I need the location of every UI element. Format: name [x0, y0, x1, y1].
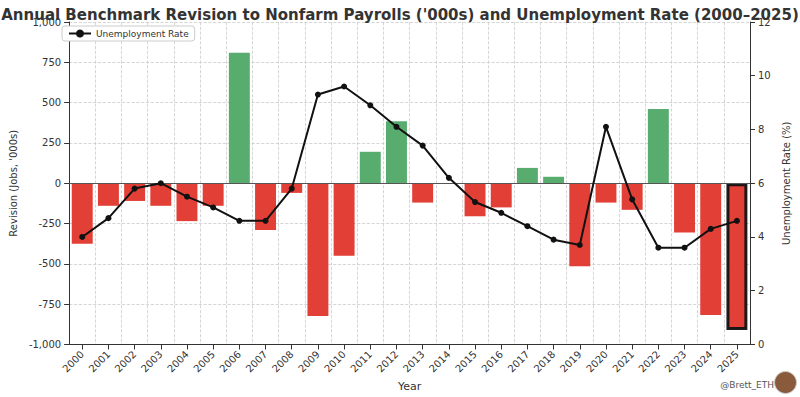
svg-text:Annual Benchmark Revision to N: Annual Benchmark Revision to Nonfarm Pay… — [1, 6, 799, 24]
svg-text:2014: 2014 — [427, 349, 453, 375]
svg-text:-500: -500 — [38, 258, 61, 269]
svg-text:2007: 2007 — [244, 349, 270, 375]
svg-text:2010: 2010 — [322, 349, 348, 375]
svg-text:10: 10 — [758, 70, 771, 81]
svg-text:2003: 2003 — [139, 349, 165, 375]
svg-text:2021: 2021 — [610, 349, 636, 375]
svg-text:Unemployment Rate: Unemployment Rate — [96, 29, 189, 39]
svg-text:Unemployment Rate (%): Unemployment Rate (%) — [781, 121, 792, 245]
svg-text:2018: 2018 — [532, 349, 558, 375]
svg-text:2015: 2015 — [453, 349, 479, 375]
svg-text:-250: -250 — [38, 218, 61, 229]
svg-text:-750: -750 — [38, 299, 61, 310]
svg-text:2006: 2006 — [217, 349, 243, 375]
svg-text:2001: 2001 — [87, 349, 113, 375]
svg-text:2025: 2025 — [715, 349, 741, 375]
svg-text:6: 6 — [758, 178, 764, 189]
svg-text:2008: 2008 — [270, 349, 296, 375]
svg-text:2024: 2024 — [689, 349, 715, 375]
svg-text:2012: 2012 — [375, 349, 401, 375]
svg-text:2019: 2019 — [558, 349, 584, 375]
svg-text:2005: 2005 — [191, 349, 217, 375]
svg-text:2011: 2011 — [348, 349, 374, 375]
svg-text:2020: 2020 — [584, 349, 610, 375]
svg-text:2016: 2016 — [479, 349, 505, 375]
svg-text:2022: 2022 — [636, 349, 662, 375]
svg-text:Revision (Jobs, '000s): Revision (Jobs, '000s) — [8, 130, 19, 237]
svg-text:@Brett_ETH: @Brett_ETH — [720, 380, 774, 390]
svg-text:-1,000: -1,000 — [29, 339, 61, 350]
svg-text:500: 500 — [42, 97, 61, 108]
svg-text:2004: 2004 — [165, 349, 191, 375]
svg-text:2013: 2013 — [401, 349, 427, 375]
svg-text:0: 0 — [758, 339, 764, 350]
svg-text:Year: Year — [397, 380, 422, 393]
svg-text:2009: 2009 — [296, 349, 322, 375]
svg-text:2017: 2017 — [506, 349, 532, 375]
svg-text:750: 750 — [42, 57, 61, 68]
svg-text:0: 0 — [55, 178, 61, 189]
svg-text:2023: 2023 — [663, 349, 689, 375]
svg-text:2: 2 — [758, 285, 764, 296]
svg-text:250: 250 — [42, 137, 61, 148]
svg-text:2002: 2002 — [113, 349, 139, 375]
svg-text:2000: 2000 — [60, 349, 86, 375]
svg-text:8: 8 — [758, 124, 764, 135]
svg-text:4: 4 — [758, 231, 764, 242]
